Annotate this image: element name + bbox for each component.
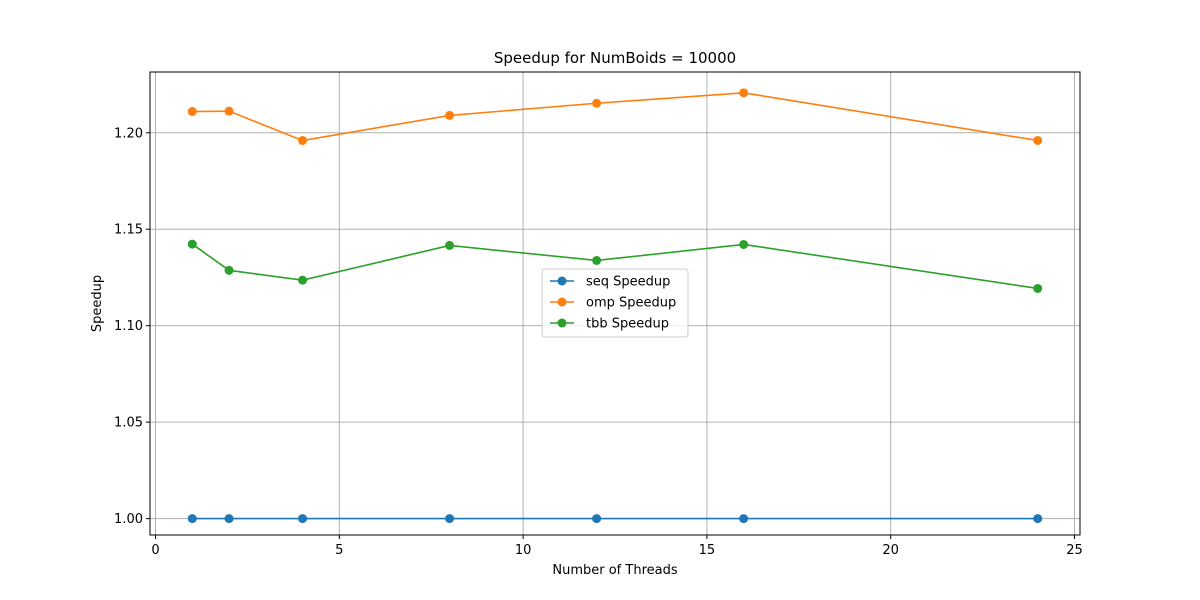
data-point bbox=[224, 106, 234, 116]
series-seq bbox=[187, 514, 1043, 524]
y-tick-label: 1.05 bbox=[114, 416, 143, 431]
plot-frame bbox=[149, 71, 1081, 536]
data-point bbox=[298, 514, 308, 524]
data-point bbox=[1033, 135, 1043, 145]
data-point bbox=[224, 514, 234, 524]
legend-marker bbox=[557, 318, 567, 328]
data-point bbox=[739, 239, 749, 249]
data-point bbox=[187, 107, 197, 117]
data-point bbox=[445, 514, 455, 524]
data-point bbox=[298, 275, 308, 285]
x-tick-label: 5 bbox=[335, 543, 343, 558]
y-tick-label: 1.15 bbox=[114, 223, 143, 238]
x-tick-label: 10 bbox=[515, 543, 532, 558]
data-point bbox=[1033, 514, 1043, 524]
data-point bbox=[592, 514, 602, 524]
ticks: 0 5 10 15 20 25 1.00 1.05 1.10 1.15 1.20 bbox=[114, 126, 1083, 558]
data-point bbox=[739, 88, 749, 98]
data-point bbox=[298, 135, 308, 145]
data-point bbox=[445, 240, 455, 250]
x-tick-label: 15 bbox=[699, 543, 716, 558]
x-axis-title: Number of Threads bbox=[552, 563, 677, 578]
legend-item: omp Speedup bbox=[550, 296, 676, 311]
series-omp bbox=[187, 88, 1043, 145]
chart-title: Speedup for NumBoids = 10000 bbox=[494, 49, 736, 67]
legend-box bbox=[541, 268, 689, 338]
x-tick-label: 25 bbox=[1066, 543, 1083, 558]
data-point bbox=[445, 110, 455, 120]
series-group bbox=[187, 88, 1043, 524]
data-point bbox=[592, 98, 602, 108]
y-tick-label: 1.00 bbox=[114, 512, 143, 527]
x-tick-label: 20 bbox=[882, 543, 899, 558]
legend-label: omp Speedup bbox=[586, 296, 676, 311]
legend: seq Speedup omp Speedup tbb Speedup bbox=[541, 268, 689, 338]
legend-item: seq Speedup bbox=[550, 275, 670, 290]
data-point bbox=[592, 255, 602, 265]
data-point bbox=[187, 514, 197, 524]
data-point bbox=[739, 514, 749, 524]
data-point bbox=[224, 265, 234, 275]
legend-marker bbox=[557, 297, 567, 307]
x-tick-label: 0 bbox=[151, 543, 159, 558]
data-point bbox=[1033, 283, 1043, 293]
legend-item: tbb Speedup bbox=[550, 317, 669, 332]
y-axis-title: Speedup bbox=[90, 275, 105, 332]
y-tick-label: 1.20 bbox=[114, 126, 143, 141]
y-tick-label: 1.10 bbox=[114, 319, 143, 334]
legend-label: tbb Speedup bbox=[586, 317, 669, 332]
series-tbb bbox=[187, 239, 1043, 293]
legend-marker bbox=[557, 276, 567, 286]
legend-label: seq Speedup bbox=[586, 275, 670, 290]
data-point bbox=[187, 239, 197, 249]
